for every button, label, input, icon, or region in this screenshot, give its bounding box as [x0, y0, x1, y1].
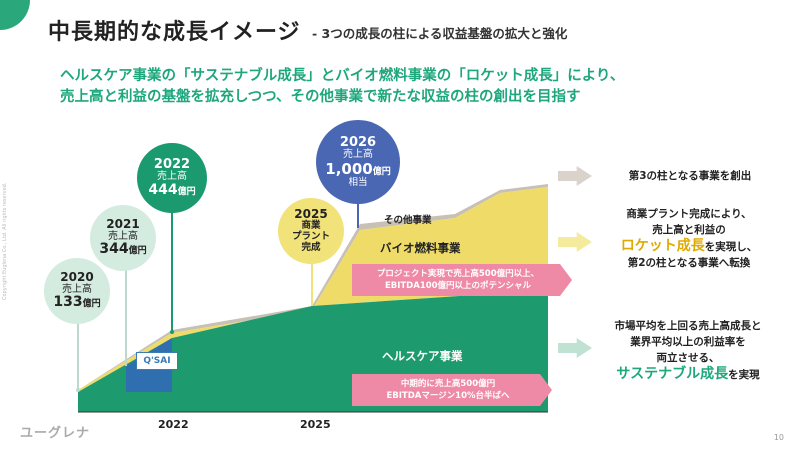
area-biofuel [78, 187, 548, 392]
milestone-label-3: 完成 [301, 241, 321, 253]
band-label-biofuel: バイオ燃料事業 [380, 241, 461, 255]
headline-line-2: 売上高と利益の基盤を拡充しつつ、その他事業で新たな収益の柱の創出を目指す [60, 89, 581, 105]
healthcare-target-line-2: EBITDAマージン10%台半ばへ [386, 391, 510, 401]
milestone-label: 売上高 [343, 149, 373, 161]
page-title: 中長期的な成長イメージ [48, 20, 301, 45]
headline: ヘルスケア事業の「サステナブル成長」とバイオ燃料事業の「ロケット成長」により、 … [60, 66, 760, 108]
milestone-amount: 133億円 [53, 294, 101, 311]
desc-health-line-4: サステナブル成長を実現 [616, 366, 760, 382]
desc-healthcare: 市場平均を上回る売上高成長と 業界平均以上の利益率を 両立させる、 サステナブル… [590, 318, 786, 383]
desc-health-line-1: 市場平均を上回る売上高成長と [614, 320, 762, 332]
healthcare-target-line-1: 中期的に売上高500億円 [400, 379, 496, 389]
milestone-suffix: 相当 [348, 176, 368, 188]
desc-biofuel-line-3: ロケット成長を実現し、 [620, 238, 758, 254]
desc-biofuel-line-1: 商業プラント完成により、 [626, 208, 752, 220]
biofuel-target-line-1: プロジェクト実現で売上高500億円以上、 [376, 269, 540, 279]
milestone-year: 2026 [339, 134, 377, 150]
arrow-healthcare [558, 338, 592, 358]
x-tick-2025: 2025 [300, 418, 331, 431]
arrow-biofuel [558, 232, 592, 252]
page-subtitle: - 3つの成長の柱による収益基盤の拡大と強化 [312, 26, 568, 41]
milestone-2020: 2020 売上高 133億円 [44, 258, 110, 324]
milestone-2025: 2025 商業 プラント 完成 [278, 198, 344, 264]
band-label-healthcare: ヘルスケア事業 [382, 349, 463, 363]
milestone-amount: 1,000億円 [325, 159, 391, 178]
biofuel-target-label: プロジェクト実現で売上高500億円以上、 EBITDA100億円以上のポテンシャ… [352, 264, 572, 296]
desc-health-line-3: 両立させる、 [656, 352, 720, 364]
arrow-other [558, 166, 592, 186]
page-number: 10 [773, 433, 784, 442]
milestone-year: 2025 [294, 207, 328, 222]
healthcare-target-label: 中期的に売上高500億円 EBITDAマージン10%台半ばへ [352, 374, 552, 406]
company-logo: ユーグレナ [20, 426, 91, 441]
desc-biofuel-line-4: 第2の柱となる事業へ転換 [627, 257, 751, 269]
point-2022 [170, 330, 174, 334]
desc-other: 第3の柱となる事業を創出 [628, 170, 752, 182]
desc-health-line-2: 業界平均以上の利益率を [630, 336, 746, 348]
biofuel-target-line-2: EBITDA100億円以上のポテンシャル [384, 281, 532, 291]
milestone-2021: 2021 売上高 344億円 [90, 205, 156, 271]
desc-biofuel: 商業プラント完成により、 売上高と利益の ロケット成長を実現し、 第2の柱となる… [596, 206, 782, 271]
x-tick-2022: 2022 [158, 418, 189, 431]
milestone-amount: 444億円 [148, 181, 196, 198]
qsai-logo: Q'SAI [136, 352, 178, 370]
desc-biofuel-line-2: 売上高と利益の [652, 224, 726, 236]
milestone-2026: 2026 売上高 1,000億円 相当 [316, 120, 400, 204]
milestone-label: 売上高 [108, 230, 138, 242]
point-2020 [76, 388, 80, 392]
milestone-amount: 344億円 [99, 241, 147, 258]
milestone-2022: 2022 売上高 444億円 [137, 143, 207, 213]
milestone-year: 2020 [60, 270, 94, 285]
milestone-label-2: プラント [291, 230, 330, 242]
milestone-label: 売上高 [62, 283, 92, 295]
milestone-label-1: 商業 [301, 219, 321, 231]
milestone-year: 2021 [106, 217, 140, 232]
milestone-year: 2022 [153, 156, 191, 172]
band-label-other: その他事業 [384, 215, 432, 226]
headline-line-1: ヘルスケア事業の「サステナブル成長」とバイオ燃料事業の「ロケット成長」により、 [60, 68, 625, 84]
milestone-label: 売上高 [157, 171, 187, 183]
